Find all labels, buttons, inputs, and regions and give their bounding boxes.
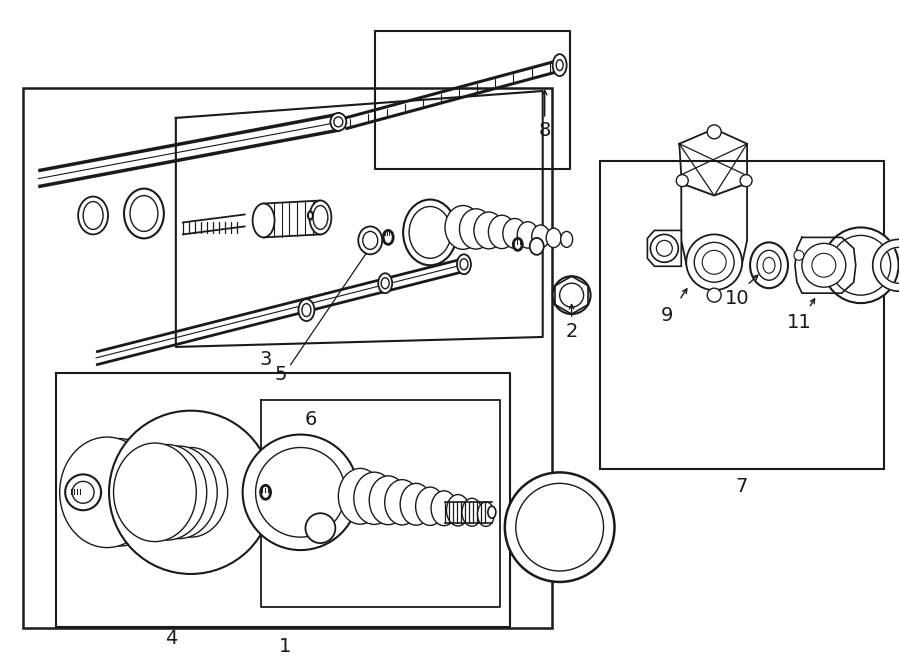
Circle shape <box>794 251 804 260</box>
Ellipse shape <box>302 303 310 317</box>
Polygon shape <box>647 231 681 266</box>
Ellipse shape <box>403 200 457 265</box>
Ellipse shape <box>354 472 395 524</box>
Ellipse shape <box>384 480 419 525</box>
Circle shape <box>802 243 846 287</box>
Text: 4: 4 <box>165 629 177 648</box>
Text: 3: 3 <box>259 350 272 369</box>
Ellipse shape <box>382 278 389 289</box>
Polygon shape <box>681 186 747 290</box>
Ellipse shape <box>78 196 108 235</box>
Ellipse shape <box>460 209 492 249</box>
Ellipse shape <box>489 215 516 249</box>
Circle shape <box>505 473 615 582</box>
Ellipse shape <box>513 239 522 251</box>
Ellipse shape <box>553 54 567 76</box>
Circle shape <box>65 475 101 510</box>
Text: 5: 5 <box>274 366 287 384</box>
Ellipse shape <box>127 444 207 540</box>
Circle shape <box>72 481 94 503</box>
Ellipse shape <box>460 259 468 270</box>
Ellipse shape <box>474 212 504 249</box>
Ellipse shape <box>763 257 775 273</box>
Text: 10: 10 <box>724 289 750 307</box>
Ellipse shape <box>140 446 217 539</box>
Circle shape <box>707 288 721 302</box>
Circle shape <box>694 243 734 282</box>
Ellipse shape <box>86 440 176 545</box>
Ellipse shape <box>477 502 494 526</box>
Ellipse shape <box>446 494 470 526</box>
Circle shape <box>305 513 336 543</box>
Circle shape <box>740 175 752 186</box>
Text: 7: 7 <box>735 477 747 496</box>
Ellipse shape <box>369 476 407 525</box>
Ellipse shape <box>154 447 228 537</box>
Circle shape <box>831 235 891 295</box>
Ellipse shape <box>757 251 781 280</box>
Circle shape <box>516 483 604 571</box>
Circle shape <box>560 283 583 307</box>
Ellipse shape <box>299 299 314 321</box>
Ellipse shape <box>363 231 378 249</box>
Ellipse shape <box>532 225 550 248</box>
Ellipse shape <box>261 485 271 499</box>
Ellipse shape <box>334 117 343 127</box>
Ellipse shape <box>130 196 158 231</box>
Circle shape <box>243 434 358 550</box>
Ellipse shape <box>518 221 538 248</box>
Bar <box>599 161 884 469</box>
Ellipse shape <box>100 442 185 543</box>
Circle shape <box>812 253 836 277</box>
Circle shape <box>707 125 721 139</box>
Ellipse shape <box>546 228 562 248</box>
Text: 6: 6 <box>304 410 317 429</box>
Ellipse shape <box>445 206 481 249</box>
Text: 8: 8 <box>538 122 551 140</box>
Text: 2: 2 <box>565 323 578 342</box>
Text: 9: 9 <box>662 305 673 325</box>
Ellipse shape <box>59 437 155 547</box>
Ellipse shape <box>410 206 451 258</box>
Ellipse shape <box>310 200 331 235</box>
Circle shape <box>687 235 742 290</box>
Ellipse shape <box>750 243 788 288</box>
Ellipse shape <box>383 231 393 245</box>
Ellipse shape <box>457 254 471 274</box>
Polygon shape <box>873 239 900 291</box>
Ellipse shape <box>416 487 445 525</box>
Ellipse shape <box>400 483 432 525</box>
Ellipse shape <box>313 206 328 229</box>
Ellipse shape <box>113 443 196 541</box>
Text: 1: 1 <box>279 637 292 656</box>
Ellipse shape <box>462 498 482 526</box>
Ellipse shape <box>83 202 104 229</box>
Ellipse shape <box>124 188 164 239</box>
Circle shape <box>702 251 726 274</box>
Ellipse shape <box>308 212 313 219</box>
Ellipse shape <box>73 438 165 546</box>
Text: 11: 11 <box>787 313 811 332</box>
Ellipse shape <box>488 506 496 518</box>
Circle shape <box>651 235 679 262</box>
Ellipse shape <box>431 491 457 525</box>
Ellipse shape <box>561 231 572 247</box>
Circle shape <box>823 227 898 303</box>
Circle shape <box>109 410 273 574</box>
Ellipse shape <box>503 219 526 249</box>
Circle shape <box>256 447 346 537</box>
Ellipse shape <box>358 227 382 254</box>
Ellipse shape <box>378 273 392 293</box>
Ellipse shape <box>253 204 274 237</box>
Polygon shape <box>795 237 856 293</box>
Ellipse shape <box>338 469 382 524</box>
Circle shape <box>656 241 672 256</box>
Ellipse shape <box>330 113 346 131</box>
Circle shape <box>553 276 590 314</box>
Circle shape <box>676 175 688 186</box>
Ellipse shape <box>530 238 544 255</box>
Bar <box>23 88 552 628</box>
